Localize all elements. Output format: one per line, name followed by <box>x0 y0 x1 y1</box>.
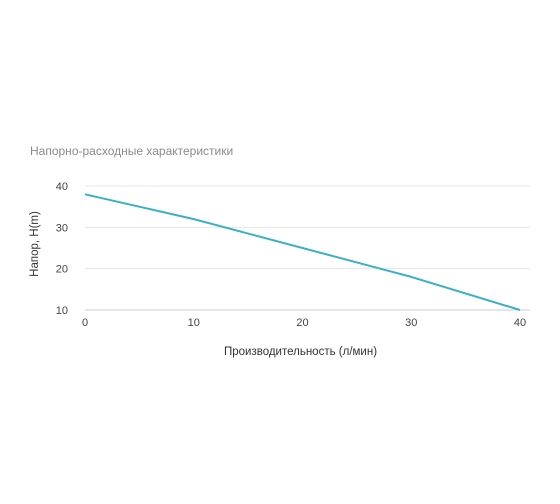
grid-layer <box>85 185 530 311</box>
y-axis-label: Напор, H(m) <box>29 211 41 277</box>
y-tick-label: 10 <box>56 305 68 317</box>
x-tick-label: 10 <box>188 317 200 329</box>
y-tick-label: 30 <box>56 222 68 234</box>
x-tick-label: 0 <box>82 317 88 329</box>
y-tick-label: 40 <box>56 181 68 193</box>
x-tick-label: 20 <box>296 317 308 329</box>
chart-title: Напорно-расходные характеристики <box>30 144 234 158</box>
series-line <box>84 193 521 311</box>
y-tick-label: 20 <box>56 264 68 276</box>
series-layer <box>84 193 521 311</box>
x-tick-label: 40 <box>514 317 526 329</box>
tick-layer: 10 20 30 40 0 10 20 30 40 <box>56 181 526 329</box>
x-tick-label: 30 <box>405 317 417 329</box>
x-axis-label: Производительность (л/мин) <box>224 346 377 358</box>
